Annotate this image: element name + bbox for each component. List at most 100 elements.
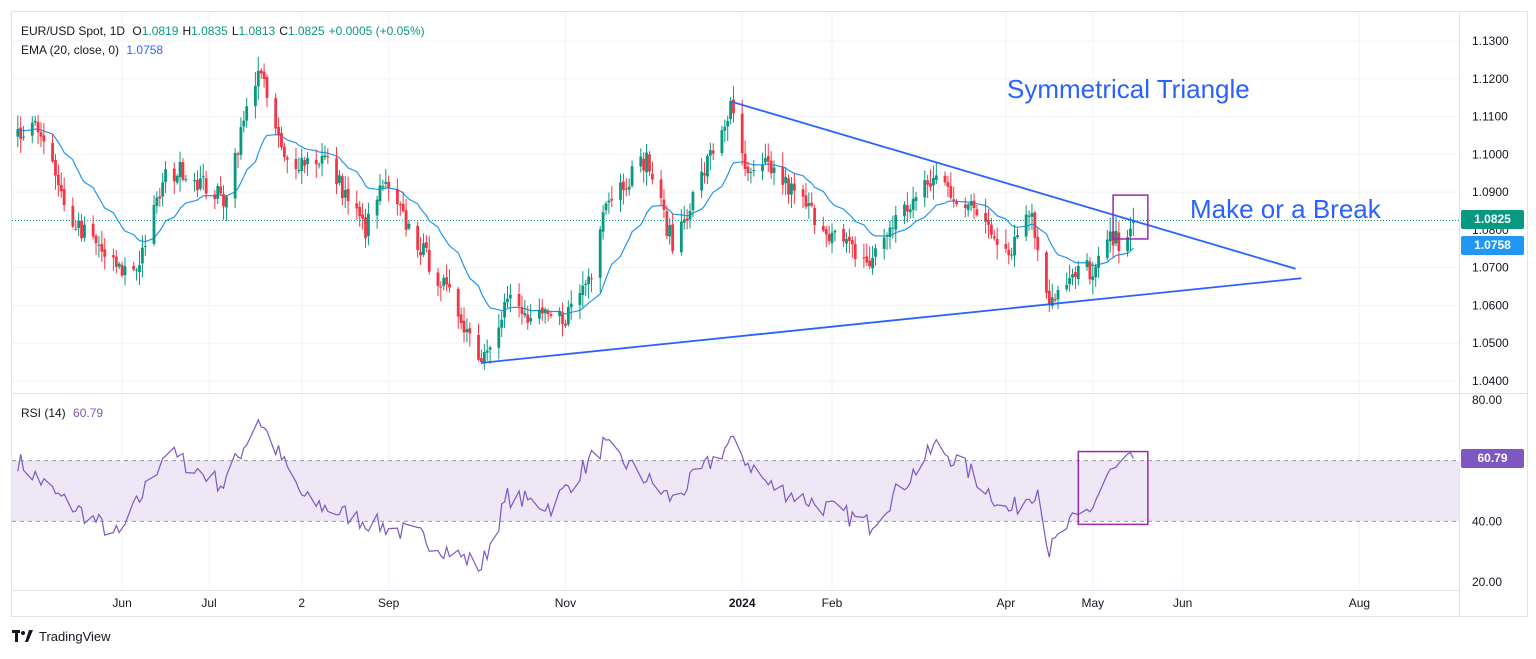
candle xyxy=(204,170,208,200)
price-tick-label: 1.1200 xyxy=(1472,72,1509,86)
candle-body xyxy=(984,213,987,222)
candle xyxy=(103,238,107,270)
candle xyxy=(659,170,663,205)
candle-body xyxy=(894,215,898,230)
candle xyxy=(874,244,877,266)
candle-body xyxy=(242,120,246,127)
candle xyxy=(100,231,104,262)
candle xyxy=(561,302,564,337)
candle xyxy=(813,204,817,234)
candle-body xyxy=(732,99,735,114)
candle xyxy=(1076,260,1080,286)
candle xyxy=(74,219,78,231)
candle xyxy=(326,148,330,165)
candle xyxy=(1024,205,1028,242)
candle-body xyxy=(934,175,938,180)
candle-body xyxy=(1010,254,1014,256)
candle-body xyxy=(326,156,330,158)
candle-body xyxy=(80,220,83,239)
candle xyxy=(943,171,947,186)
candle xyxy=(198,165,202,191)
candle xyxy=(537,298,541,325)
candle-body xyxy=(135,269,138,271)
candle xyxy=(891,215,895,239)
candle xyxy=(743,140,747,176)
candle xyxy=(1105,230,1109,261)
candle xyxy=(995,227,999,260)
candle xyxy=(723,119,727,143)
candle-body xyxy=(503,301,506,318)
candle xyxy=(439,281,443,302)
candle-body xyxy=(1097,255,1100,268)
candle-body xyxy=(216,186,220,199)
candle-body xyxy=(842,229,846,242)
candle xyxy=(1126,229,1129,257)
candle-body xyxy=(543,309,547,314)
candle-body xyxy=(1088,261,1092,280)
candle-body xyxy=(265,76,269,98)
candle xyxy=(407,219,411,231)
candle xyxy=(161,172,165,207)
candle-body xyxy=(1091,276,1095,280)
candle xyxy=(22,126,25,141)
candle xyxy=(955,199,959,207)
candle-body xyxy=(943,175,947,183)
candle xyxy=(468,322,472,347)
callout-annotation: Make or a Break xyxy=(1190,194,1381,224)
candle-body xyxy=(1065,284,1069,290)
candle-body xyxy=(442,277,446,286)
candle-body xyxy=(546,310,550,315)
candle-body xyxy=(639,156,643,167)
candle-body xyxy=(114,256,118,267)
candle xyxy=(648,151,651,177)
candle xyxy=(604,201,608,215)
time-tick-label: Apr xyxy=(997,596,1016,610)
candle xyxy=(62,177,66,212)
candle-body xyxy=(540,307,544,314)
candle xyxy=(401,191,405,213)
candle-body xyxy=(989,224,993,235)
candle-body xyxy=(303,160,307,166)
candle xyxy=(262,63,266,88)
candle xyxy=(378,174,382,206)
candle xyxy=(932,165,935,200)
candle xyxy=(624,178,628,197)
candle-body xyxy=(537,309,541,319)
candle-body xyxy=(784,176,788,184)
candle xyxy=(923,170,927,207)
candle xyxy=(381,179,385,191)
candle xyxy=(784,167,788,196)
candle-body xyxy=(610,198,614,201)
candle xyxy=(1085,253,1089,271)
candle-body xyxy=(42,135,46,142)
candle-body xyxy=(752,169,756,171)
candle-body xyxy=(520,307,524,314)
candle-body xyxy=(908,209,912,213)
candle-body xyxy=(381,186,385,188)
candle-body xyxy=(427,249,431,272)
chart-frame xyxy=(11,11,1528,617)
candle-body xyxy=(375,199,379,216)
ohlc-value-c: 1.0825 xyxy=(287,24,325,38)
candle-body xyxy=(932,177,935,186)
candle xyxy=(868,246,872,270)
candle xyxy=(700,158,704,198)
price-tick-label: 1.0900 xyxy=(1472,185,1509,199)
candle-body xyxy=(862,257,866,259)
candle-body xyxy=(36,122,40,133)
tradingview-logo[interactable]: TradingView xyxy=(12,629,111,644)
symbol-legend: EUR/USD Spot, 1D O1.0819 H1.0835 L1.0813 C1… xyxy=(21,24,433,38)
candle xyxy=(480,349,483,365)
candle xyxy=(587,268,591,299)
candle xyxy=(766,143,770,172)
candle xyxy=(645,143,648,186)
candle-body xyxy=(720,130,724,154)
candle-body xyxy=(830,232,834,244)
candle xyxy=(219,176,223,196)
candle xyxy=(355,190,359,220)
candle xyxy=(749,167,753,184)
candle-body xyxy=(1050,297,1054,306)
ohlc-key-h: H xyxy=(182,24,192,38)
rsi-panel xyxy=(12,418,1459,572)
